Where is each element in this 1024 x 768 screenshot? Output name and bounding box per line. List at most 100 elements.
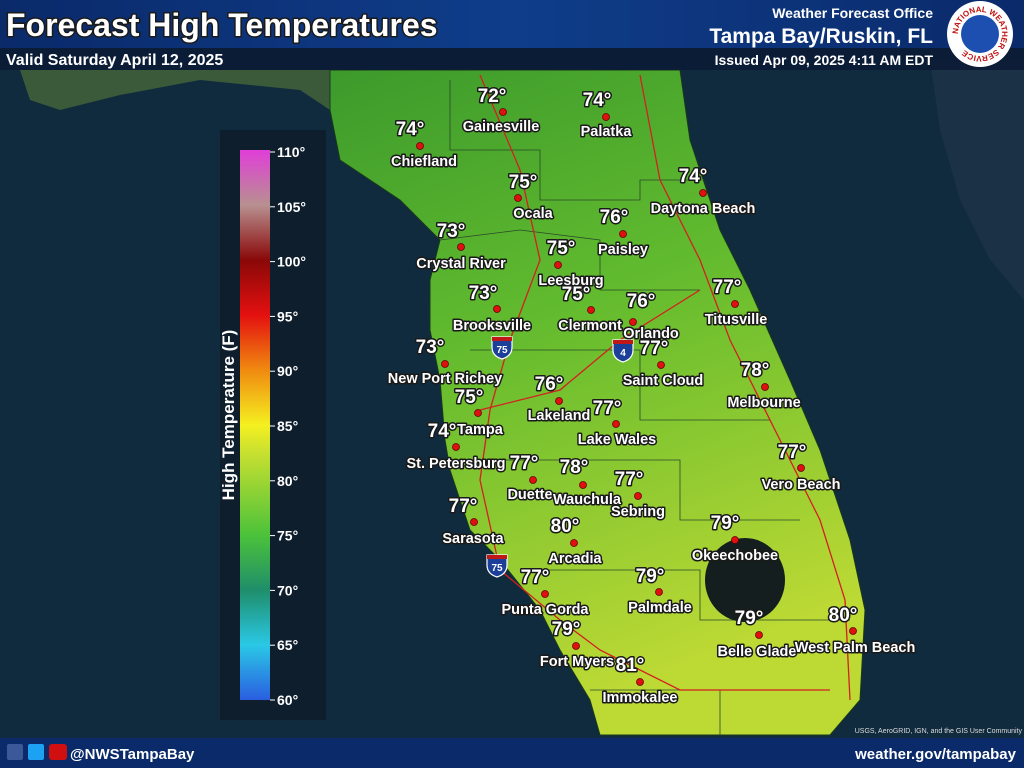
- city-dot: [636, 678, 644, 686]
- footer-bar: [0, 738, 1024, 768]
- shield: [491, 336, 513, 360]
- tick-label: 80°: [277, 473, 298, 489]
- city-name: Chiefland: [391, 154, 457, 170]
- city-dot: [612, 420, 620, 428]
- city-dot: [655, 588, 663, 596]
- ocean-shade: [930, 60, 1024, 300]
- city-dot: [587, 306, 595, 314]
- city-name: Immokalee: [603, 690, 678, 706]
- tick-label: 65°: [277, 637, 298, 653]
- city-temp: 75°: [562, 284, 591, 305]
- city-dot: [699, 189, 707, 197]
- city-temp: 78°: [741, 360, 770, 381]
- city-temp: 79°: [711, 513, 740, 534]
- city-dot: [416, 142, 424, 150]
- city-name: Palatka: [581, 124, 633, 140]
- city-temp: 74°: [428, 421, 457, 442]
- city-name: Leesburg: [538, 273, 603, 289]
- logo-center: [961, 15, 999, 53]
- city-dot: [572, 642, 580, 650]
- city-dot: [493, 305, 501, 313]
- city-temp: 72°: [478, 86, 507, 107]
- city-name: Arcadia: [548, 551, 602, 567]
- city-name: Saint Cloud: [623, 373, 704, 389]
- city-temp: 76°: [600, 207, 629, 228]
- city-dot: [797, 464, 805, 472]
- tick-label: 90°: [277, 363, 298, 379]
- city-name: New Port Richey: [388, 371, 502, 387]
- city-temp: 77°: [640, 338, 669, 359]
- city-temp: 77°: [510, 453, 539, 474]
- city-temp: 77°: [593, 398, 622, 419]
- city-dot: [570, 539, 578, 547]
- city-name: Crystal River: [416, 256, 506, 272]
- tick-label: 95°: [277, 308, 298, 324]
- city-dot: [579, 481, 587, 489]
- office-label: Weather Forecast Office: [772, 5, 933, 21]
- gulf-coast-land: [20, 70, 330, 110]
- city-name: Clermont: [558, 318, 622, 334]
- footer-url: weather.gov/tampabay: [854, 746, 1017, 763]
- city-name: Duette: [507, 487, 552, 503]
- youtube-icon[interactable]: [49, 744, 67, 760]
- footer-handle: @NWSTampaBay: [70, 746, 195, 763]
- legend-title: High Temperature (F): [219, 330, 238, 501]
- city-dot: [629, 318, 637, 326]
- shield-number: 75: [496, 345, 508, 356]
- city-temp: 74°: [679, 166, 708, 187]
- city-dot: [470, 518, 478, 526]
- city-temp: 73°: [469, 283, 498, 304]
- city-name: Gainesville: [463, 119, 540, 135]
- tick-label: 75°: [277, 528, 298, 544]
- city-dot: [555, 397, 563, 405]
- city-name: Lake Wales: [578, 432, 656, 448]
- city-temp: 74°: [396, 119, 425, 140]
- city-name: Fort Myers: [540, 654, 614, 670]
- city-temp: 73°: [437, 221, 466, 242]
- tick-label: 100°: [277, 254, 306, 270]
- city-dot: [452, 443, 460, 451]
- attribution: USGS, AeroGRID, IGN, and the GIS User Co…: [855, 728, 1023, 735]
- city-name: Punta Gorda: [501, 602, 589, 618]
- city-name: Daytona Beach: [651, 201, 756, 217]
- legend-panel: [220, 130, 326, 720]
- valid-date: Valid Saturday April 12, 2025: [6, 52, 223, 69]
- city-dot: [849, 627, 857, 635]
- city-dot: [619, 230, 627, 238]
- city-name: Orlando: [623, 326, 679, 342]
- city-name: Sarasota: [442, 531, 504, 547]
- city-temp: 74°: [583, 90, 612, 111]
- city-name: Paisley: [598, 242, 648, 258]
- city-temp: 80°: [829, 605, 858, 626]
- city-name: Belle Glade: [718, 644, 797, 660]
- office-name: Tampa Bay/Ruskin, FL: [709, 25, 933, 48]
- city-dot: [731, 536, 739, 544]
- city-labels: 72° Gainesville 74° Palatka 74° Chiefland 75° O…: [386, 85, 917, 708]
- city-temp: 79°: [552, 619, 581, 640]
- city-name: Sebring: [611, 504, 665, 520]
- tick-label: 60°: [277, 692, 298, 708]
- city-temp: 79°: [735, 608, 764, 629]
- shield-top: [492, 337, 512, 341]
- twitter-icon[interactable]: [28, 744, 44, 760]
- highways: [479, 74, 851, 701]
- city-temp: 73°: [416, 337, 445, 358]
- shield: [612, 339, 634, 363]
- issued-time: Issued Apr 09, 2025 4:11 AM EDT: [715, 52, 934, 68]
- city-name: Okeechobee: [692, 548, 778, 564]
- city-dot: [514, 194, 522, 202]
- city-temp: 77°: [449, 496, 478, 517]
- city-name: Wauchula: [553, 492, 622, 508]
- city-temp: 76°: [627, 291, 656, 312]
- shield: [486, 554, 508, 578]
- city-name: Titusville: [705, 312, 768, 328]
- facebook-icon[interactable]: [7, 744, 23, 760]
- city-temp: 81°: [616, 655, 645, 676]
- tick-label: 105°: [277, 199, 306, 215]
- city-temp: 80°: [551, 516, 580, 537]
- city-dot: [761, 383, 769, 391]
- city-temp: 78°: [560, 457, 589, 478]
- city-temp: 77°: [713, 277, 742, 298]
- city-name: Lakeland: [528, 408, 591, 424]
